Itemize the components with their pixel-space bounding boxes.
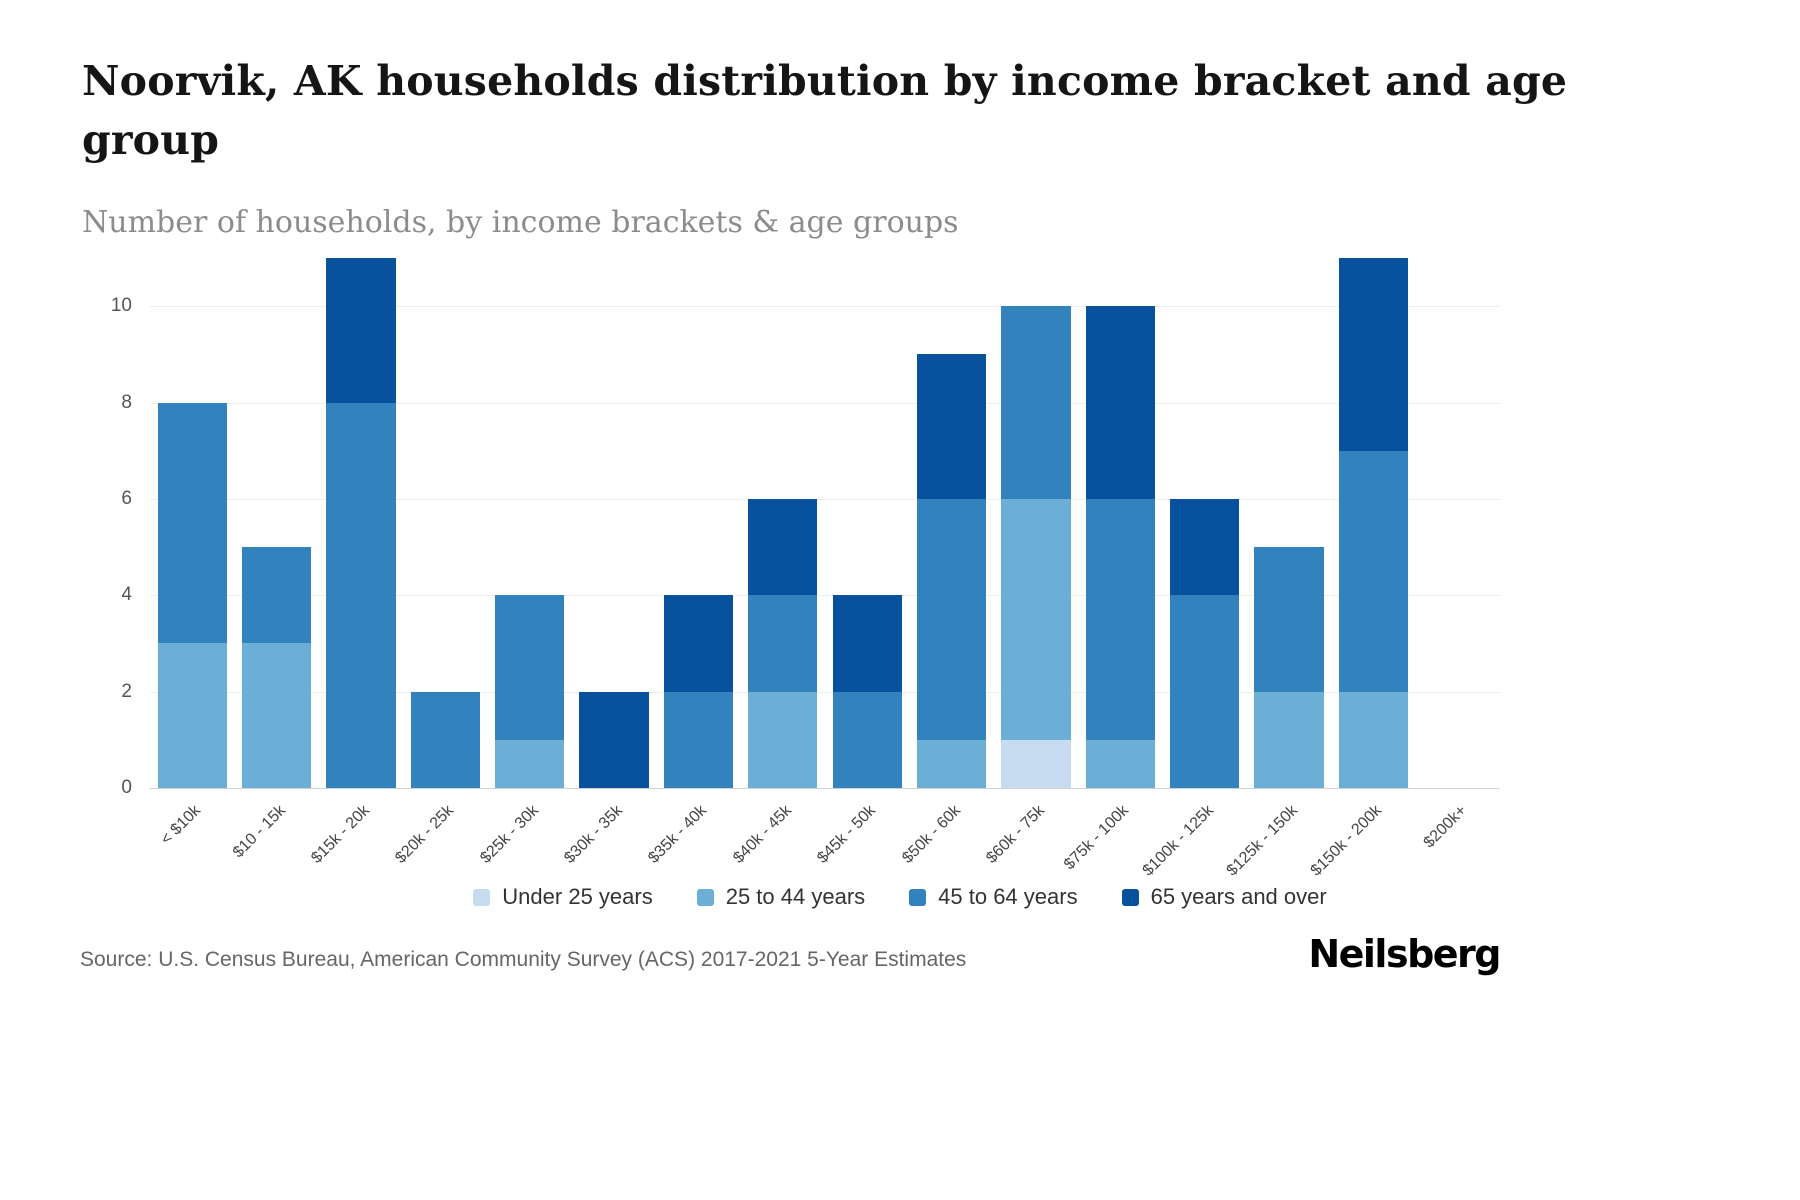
bar-segment[interactable] — [495, 739, 565, 788]
bar-segment[interactable] — [157, 402, 227, 644]
stacked-bar[interactable] — [1170, 498, 1240, 788]
bar-segment[interactable] — [1001, 306, 1071, 499]
bar-segment[interactable] — [241, 547, 312, 644]
chart-legend: Under 25 years 25 to 44 years 45 to 64 yea… — [0, 884, 1800, 910]
bar-segment[interactable] — [1338, 691, 1409, 788]
legend-swatch — [909, 888, 927, 906]
stacked-bar[interactable] — [579, 691, 649, 788]
bar-column — [488, 258, 572, 788]
brand-logo: Neilsberg — [1308, 932, 1501, 976]
bar-segment[interactable] — [832, 691, 902, 788]
stacked-bar[interactable] — [157, 402, 227, 788]
x-axis-baseline — [150, 788, 1500, 789]
bar-segment[interactable] — [916, 739, 987, 788]
bar-segment[interactable] — [916, 498, 987, 740]
gridline — [150, 498, 1500, 500]
plot-area: 0 2 4 6 8 10 < $10k $10 - 15k $15k - 20k $20k - 2… — [111, 258, 1500, 879]
bar-segment[interactable] — [663, 595, 734, 692]
bar-column — [1078, 258, 1162, 788]
stacked-bar-chart: 0 2 4 6 8 10 < $10k $10 - 15k $15k - 20k $20k - 2… — [80, 258, 1500, 908]
bar-segment[interactable] — [1254, 691, 1324, 788]
y-axis-tick-label: 10 — [110, 295, 132, 317]
page-title: Noorvik, AK households distribution by i… — [82, 57, 1568, 165]
legend-swatch — [1121, 888, 1139, 906]
bar-segment[interactable] — [1170, 595, 1240, 788]
bar-column — [994, 258, 1078, 788]
bar-segment[interactable] — [1254, 547, 1324, 692]
bar-segment[interactable] — [241, 643, 312, 788]
bar-segment[interactable] — [1085, 498, 1155, 740]
gridline — [150, 402, 1500, 404]
bar-column — [1331, 258, 1415, 788]
bar-column — [319, 258, 403, 788]
bar-column — [1247, 258, 1331, 788]
gridline — [150, 595, 1500, 597]
bar-segment[interactable] — [832, 595, 902, 692]
stacked-bar[interactable] — [663, 595, 734, 788]
stacked-bar[interactable] — [1001, 306, 1071, 788]
stacked-bar[interactable] — [495, 595, 565, 788]
legend-label: Under 25 years — [502, 884, 653, 909]
legend-item[interactable]: 45 to 64 years — [909, 884, 1078, 910]
bar-segment[interactable] — [1085, 739, 1155, 788]
bar-column — [403, 258, 487, 788]
y-axis-tick-label: 8 — [121, 391, 132, 413]
y-axis-tick-label: 2 — [121, 680, 132, 702]
bar-column — [234, 258, 318, 788]
bar-column — [572, 258, 656, 788]
bar-segment[interactable] — [748, 691, 818, 788]
source-note: Source: U.S. Census Bureau, American Com… — [80, 948, 967, 971]
legend-item[interactable]: 65 years and over — [1121, 884, 1327, 910]
bar-segment[interactable] — [1085, 306, 1155, 499]
chart-subtitle: Number of households, by income brackets… — [82, 205, 959, 240]
legend-label: 45 to 64 years — [938, 884, 1078, 909]
bar-segment[interactable] — [748, 595, 818, 692]
bar-column — [741, 258, 825, 788]
bar-segment[interactable] — [326, 402, 396, 788]
stacked-bar[interactable] — [410, 691, 480, 788]
legend-item[interactable]: 25 to 44 years — [696, 884, 866, 910]
bar-segment[interactable] — [495, 595, 565, 740]
stacked-bar[interactable] — [1085, 306, 1155, 788]
bar-segment[interactable] — [748, 498, 818, 596]
y-axis-tick-label: 6 — [121, 487, 132, 509]
bar-column — [909, 258, 993, 788]
bar-segment[interactable] — [579, 691, 649, 788]
bar-segment[interactable] — [326, 258, 396, 403]
chart-footer: Source: U.S. Census Bureau, American Com… — [80, 932, 1501, 976]
bar-segment[interactable] — [1001, 739, 1071, 788]
stacked-bar[interactable] — [1254, 547, 1324, 788]
bar-column — [656, 258, 740, 788]
bar-segment[interactable] — [916, 354, 987, 499]
stacked-bar[interactable] — [241, 547, 312, 788]
y-axis-tick-label: 0 — [121, 777, 132, 798]
legend-label: 25 to 44 years — [725, 884, 866, 909]
bar-segment[interactable] — [1170, 498, 1240, 596]
stacked-bar[interactable] — [1338, 258, 1409, 788]
gridline — [150, 306, 1500, 308]
legend-item[interactable]: Under 25 years — [473, 884, 653, 910]
bar-column — [1163, 258, 1247, 788]
stacked-bar[interactable] — [832, 595, 902, 788]
legend-label: 65 years and over — [1150, 884, 1327, 909]
bar-segment[interactable] — [1338, 450, 1409, 692]
bar-column — [1416, 258, 1500, 788]
stacked-bar[interactable] — [748, 498, 818, 788]
y-axis-tick-label: 4 — [121, 584, 132, 606]
stacked-bar[interactable] — [326, 258, 396, 788]
stacked-bar[interactable] — [916, 354, 987, 788]
bar-segment[interactable] — [1338, 258, 1409, 451]
bar-segment[interactable] — [1001, 498, 1071, 740]
bars-row — [150, 258, 1500, 788]
bar-column — [150, 258, 234, 788]
bar-segment[interactable] — [410, 691, 480, 788]
bar-segment[interactable] — [663, 691, 734, 788]
bar-segment[interactable] — [157, 643, 227, 788]
bar-column — [825, 258, 909, 788]
gridline — [150, 691, 1500, 693]
legend-swatch — [696, 888, 714, 906]
legend-swatch — [473, 888, 491, 906]
